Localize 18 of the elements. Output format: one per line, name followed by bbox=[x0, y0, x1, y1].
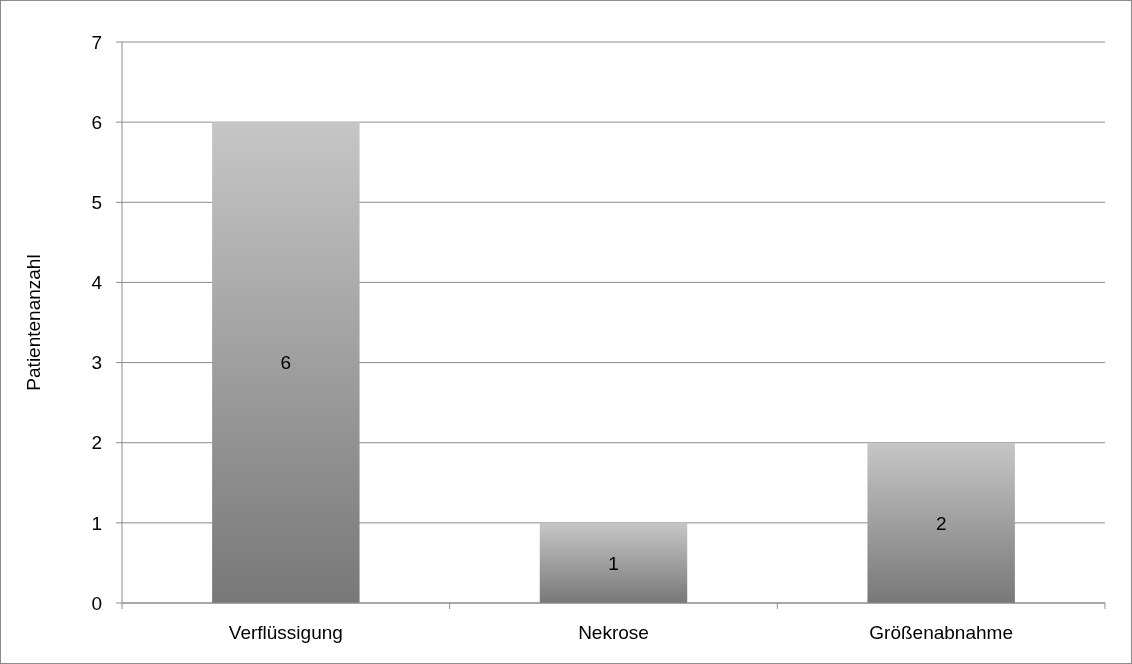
data-label: 2 bbox=[935, 512, 947, 534]
y-tick-label: 4 bbox=[91, 272, 103, 294]
y-tick-label: 7 bbox=[91, 31, 102, 53]
bar bbox=[539, 522, 688, 603]
x-tick-label: Nekrose bbox=[578, 622, 649, 643]
data-label: 1 bbox=[608, 552, 619, 574]
y-tick-label: 2 bbox=[91, 432, 102, 454]
x-tick-label: Größenabnahme bbox=[869, 622, 1013, 643]
y-tick-label: 5 bbox=[91, 191, 102, 213]
x-tick-label: Verflüssigung bbox=[228, 622, 343, 643]
bar bbox=[212, 122, 360, 603]
data-label: 6 bbox=[280, 352, 292, 374]
bar bbox=[867, 442, 1015, 603]
y-tick-label: 1 bbox=[91, 512, 102, 534]
y-tick-label: 6 bbox=[91, 111, 102, 133]
y-tick-label: 0 bbox=[91, 592, 102, 614]
y-axis-title: Patientenanzahl bbox=[23, 254, 44, 391]
y-tick-label: 3 bbox=[91, 352, 102, 374]
